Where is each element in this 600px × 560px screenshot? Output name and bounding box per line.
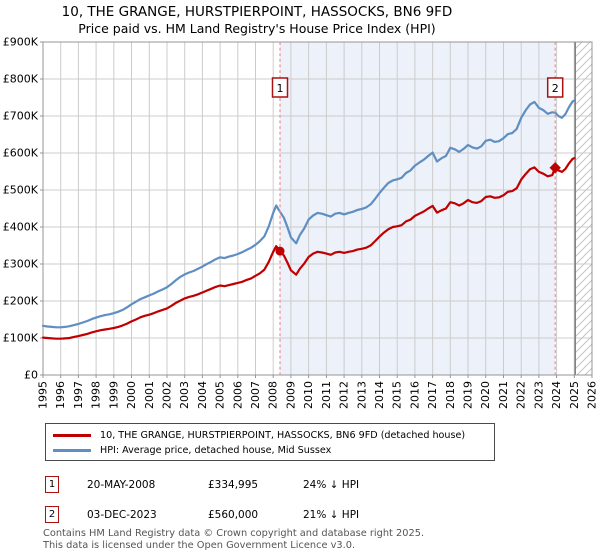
x-tick-label: 2025: [568, 381, 581, 409]
x-tick-label: 2023: [532, 381, 545, 409]
sale-1-date: 20-MAY-2008: [87, 479, 156, 491]
sale-2-price: £560,000: [208, 509, 259, 521]
x-tick-label: 2015: [391, 381, 404, 409]
x-tick-label: 1996: [54, 381, 67, 409]
x-tick-label: 2002: [161, 381, 174, 409]
x-tick-label: 2022: [515, 381, 528, 409]
x-tick-label: 2016: [408, 381, 421, 409]
sale-1-price: £334,995: [208, 479, 259, 491]
x-tick-label: 2018: [444, 381, 457, 409]
legend-item-property: 10, THE GRANGE, HURSTPIERPOINT, HASSOCKS…: [46, 428, 494, 443]
page-title: 10, THE GRANGE, HURSTPIERPOINT, HASSOCKS…: [61, 4, 453, 20]
x-tick-label: 2021: [497, 381, 510, 409]
y-tick-label: £700K: [3, 110, 39, 123]
x-tick-label: 2001: [143, 381, 156, 409]
sale-1-label: 1: [277, 82, 284, 95]
x-tick-label: 2006: [231, 381, 244, 409]
x-tick-label: 1998: [90, 381, 103, 409]
y-tick-label: £900K: [3, 36, 39, 49]
y-tick-label: £400K: [3, 221, 39, 234]
x-tick-label: 1995: [37, 381, 50, 409]
property-line: [41, 157, 576, 340]
sale-1-number-badge: 1: [45, 476, 59, 493]
x-tick-label: 2003: [178, 381, 191, 409]
future-hatch-region: [575, 42, 592, 375]
legend-label-hpi: HPI: Average price, detached house, Mid …: [100, 445, 332, 456]
x-tick-label: 2020: [479, 381, 492, 409]
x-tick-label: 2012: [338, 381, 351, 409]
footer-licence: This data is licensed under the Open Gov…: [43, 539, 356, 551]
x-tick-label: 2010: [302, 381, 315, 409]
x-tick-label: 2000: [125, 381, 138, 409]
x-tick-label: 1999: [107, 381, 120, 409]
y-tick-label: £300K: [3, 258, 39, 271]
x-tick-label: 2026: [586, 381, 599, 409]
footer-copyright: Contains HM Land Registry data © Crown c…: [43, 528, 425, 539]
page-subtitle: Price paid vs. HM Land Registry's House …: [78, 21, 436, 36]
hpi-line: [41, 99, 576, 329]
y-tick-label: £800K: [3, 73, 39, 86]
plot-border: [42, 41, 593, 376]
sale-2-date: 03-DEC-2023: [87, 509, 157, 521]
x-tick-label: 2013: [355, 381, 368, 409]
x-tick-label: 2014: [373, 381, 386, 409]
blue-line-swatch: [53, 449, 91, 452]
chart-legend: 10, THE GRANGE, HURSTPIERPOINT, HASSOCKS…: [45, 423, 495, 461]
sale-2-label: 2: [552, 82, 559, 95]
y-tick-label: £500K: [3, 184, 39, 197]
sale-2-label-box: [546, 77, 564, 98]
y-tick-label: £200K: [3, 295, 39, 308]
sale-2-number-badge: 2: [45, 506, 59, 523]
x-tick-label: 2005: [214, 381, 227, 409]
x-tick-label: 2017: [426, 381, 439, 409]
x-tick-label: 2004: [196, 381, 209, 409]
legend-item-hpi: HPI: Average price, detached house, Mid …: [46, 443, 494, 458]
x-tick-label: 2008: [267, 381, 280, 409]
x-tick-label: 2011: [320, 381, 333, 409]
sale-1-vs-hpi: 24% ↓ HPI: [303, 479, 360, 491]
sale-1-label-box: [271, 77, 289, 98]
sale-2-vs-hpi: 21% ↓ HPI: [303, 509, 360, 521]
x-tick-label: 1997: [72, 381, 85, 409]
y-tick-label: £600K: [3, 147, 39, 160]
x-tick-label: 2024: [550, 381, 563, 409]
red-line-swatch: [53, 434, 91, 437]
y-tick-label: £100K: [3, 332, 39, 345]
y-tick-label: £0: [24, 369, 38, 382]
x-tick-label: 2007: [249, 381, 262, 409]
sale-2-marker: [549, 162, 561, 174]
between-sales-shaded-region: [280, 42, 556, 375]
legend-label-property: 10, THE GRANGE, HURSTPIERPOINT, HASSOCKS…: [100, 430, 466, 441]
sale-1-marker: [275, 246, 285, 256]
x-tick-label: 2019: [462, 381, 475, 409]
x-tick-label: 2009: [284, 381, 297, 409]
